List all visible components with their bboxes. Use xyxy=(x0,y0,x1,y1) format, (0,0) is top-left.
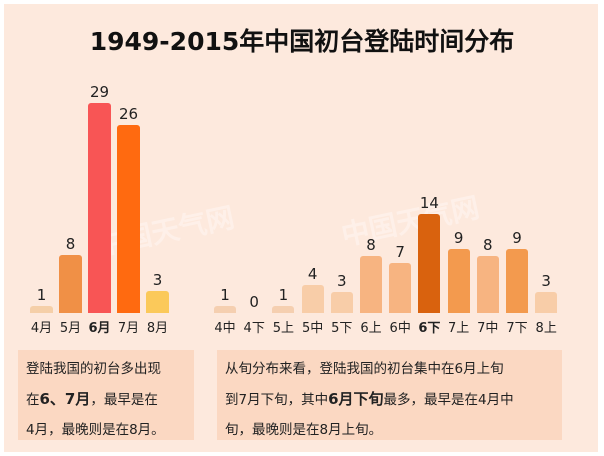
x-tick-label: 7中 xyxy=(477,321,499,336)
note-text: 到7月下旬，其中 xyxy=(225,392,329,408)
note-left: 登陆我国的初台多出现 在6、7月，最早是在 4月，最晚则是在8月。 xyxy=(18,350,194,440)
bar-6下 xyxy=(418,213,441,313)
bar-7中 xyxy=(476,256,499,313)
note-text: 最多，最早是在4月中 xyxy=(383,392,514,408)
bar-6中 xyxy=(389,263,412,313)
x-tick-label: 4中 xyxy=(214,321,236,336)
bar-value-label: 8 xyxy=(65,235,76,253)
bar-value-label: 1 xyxy=(36,285,47,304)
bar-value-label: 8 xyxy=(366,236,376,255)
bar-value-label: 9 xyxy=(512,229,522,248)
bar-5中 xyxy=(301,284,324,313)
note-left-line3: 4月，最晚则是在8月。 xyxy=(26,422,165,438)
bar-6上 xyxy=(360,256,382,313)
bar-5月 xyxy=(59,255,82,313)
note-right-line1: 从旬分布来看，登陆我国的初台集中在6月上旬 xyxy=(225,361,504,377)
note-left-line2: 在6、7月，最早是在 xyxy=(26,384,186,415)
bar-value-label: 3 xyxy=(152,271,163,290)
x-tick-label: 7下 xyxy=(506,321,528,336)
note-left-line1: 登陆我国的初台多出现 xyxy=(26,361,161,377)
note-text: ，最早是在 xyxy=(90,392,158,408)
x-tick-label: 7月 xyxy=(117,321,140,336)
bar-8月 xyxy=(146,291,169,313)
chart-title: 1949-2015年中国初台登陆时间分布 xyxy=(89,27,515,56)
bar-value-label: 14 xyxy=(419,193,439,212)
x-tick-label: 6中 xyxy=(389,321,411,336)
bar-value-label: 29 xyxy=(89,82,110,101)
dekad-bar-chart: 1 4中 0 4下 1 5上 4 5中 3 5下 8 6上 7 6中 14 6下 9 7上 8 7中 9 7下 3 8上 xyxy=(214,90,570,336)
monthly-bar-chart: 1 4月 8 5月 29 6月 26 7月 3 8月 xyxy=(30,83,180,336)
bar-4中 xyxy=(214,305,236,313)
bar-6月 xyxy=(88,102,111,313)
note-highlight: 6月下旬 xyxy=(328,390,384,408)
bar-value-label: 26 xyxy=(118,104,139,123)
x-tick-label: 4月 xyxy=(30,321,53,336)
bar-value-label: 3 xyxy=(337,271,347,290)
note-right: 从旬分布来看，登陆我国的初台集中在6月上旬 到7月下旬，其中6月下旬最多，最早是… xyxy=(217,350,562,440)
x-tick-label: 5中 xyxy=(301,321,324,336)
note-right-line2: 到7月下旬，其中6月下旬最多，最早是在4月中 xyxy=(225,384,554,415)
bar-7上 xyxy=(447,249,470,313)
x-tick-label: 5月 xyxy=(59,321,82,336)
bar-value-label: 0 xyxy=(249,293,259,311)
x-tick-label: 4下 xyxy=(243,321,265,336)
bar-7下 xyxy=(506,249,528,313)
note-text: 在 xyxy=(26,392,40,408)
note-right-line3: 旬，最晚则是在8月上旬。 xyxy=(225,422,383,438)
x-tick-label: 5下 xyxy=(331,321,353,336)
bar-value-label: 1 xyxy=(220,285,230,304)
bar-7月 xyxy=(117,124,140,313)
bar-4月 xyxy=(30,305,53,313)
x-tick-label: 8上 xyxy=(535,321,557,336)
bar-value-label: 4 xyxy=(307,264,318,283)
bar-value-label: 7 xyxy=(395,243,405,262)
x-tick-label: 6下 xyxy=(418,321,441,336)
note-highlight: 6、7月 xyxy=(39,390,91,408)
x-tick-label: 7上 xyxy=(447,321,470,336)
bar-8上 xyxy=(535,291,558,313)
bar-5下 xyxy=(330,291,353,313)
bar-value-label: 8 xyxy=(483,236,493,255)
bar-value-label: 1 xyxy=(278,285,289,304)
x-tick-label: 5上 xyxy=(272,321,295,336)
bar-value-label: 9 xyxy=(453,229,464,248)
x-tick-label: 8月 xyxy=(146,321,169,336)
bar-5上 xyxy=(272,305,295,313)
bar-value-label: 3 xyxy=(541,271,551,290)
x-tick-label: 6上 xyxy=(360,321,382,336)
x-tick-label: 6月 xyxy=(88,321,111,336)
